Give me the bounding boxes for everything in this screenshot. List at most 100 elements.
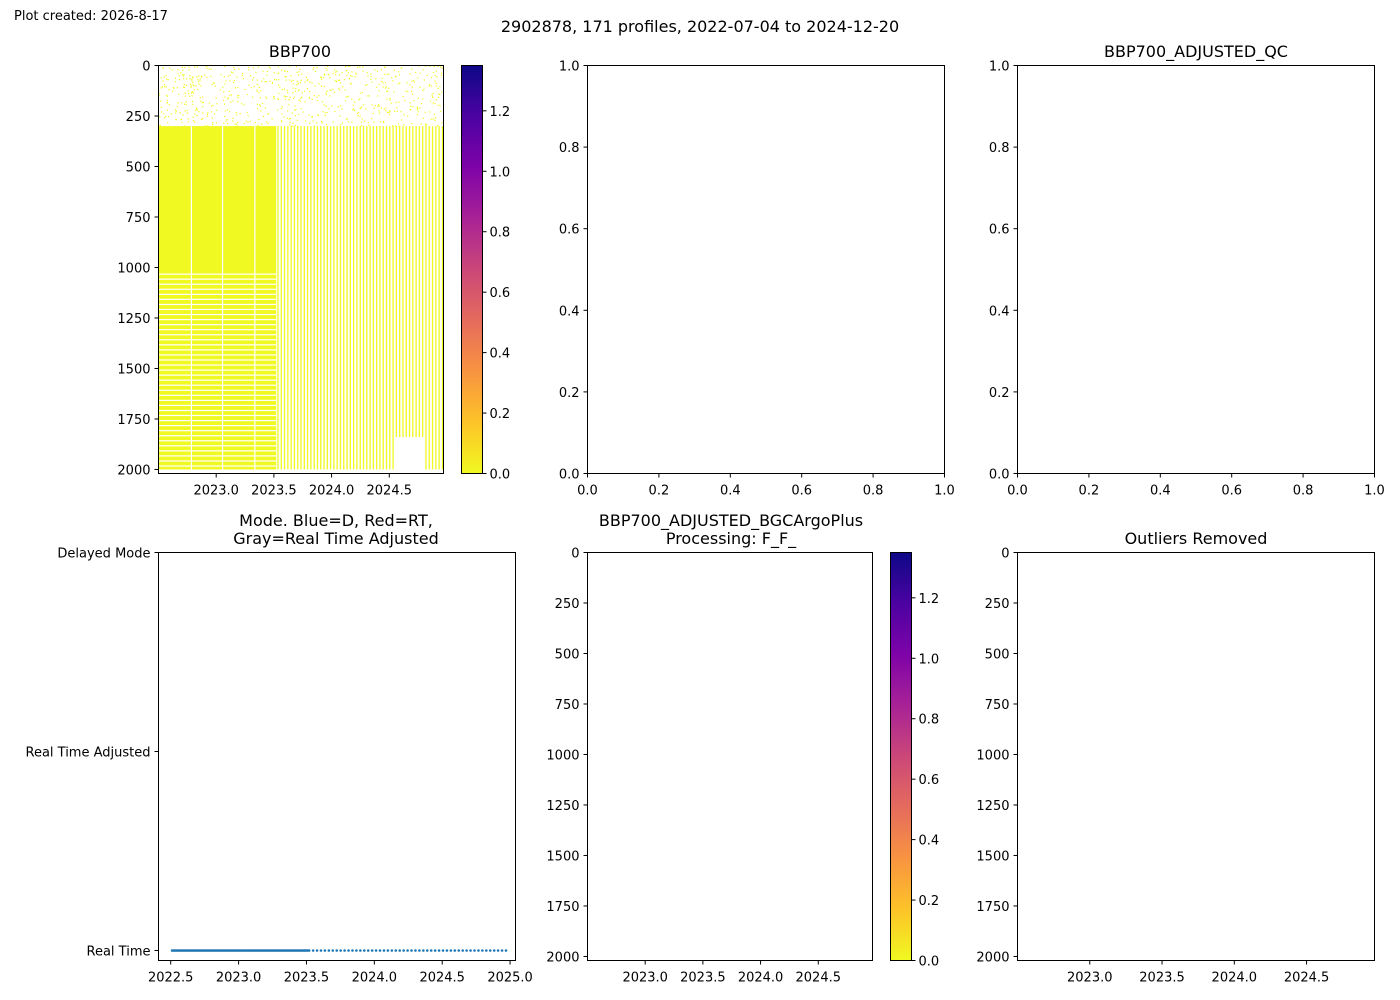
adjusted-qc-panel: BBP700_ADJUSTED_QC 0.0 0.2 0.4 0.6 0.8 1.0 0.0…: [989, 42, 1385, 499]
mode-point: [473, 949, 476, 952]
bbp700-speckle: [195, 85, 197, 87]
bbp700-speckle: [185, 84, 188, 86]
mode-point: [398, 949, 402, 952]
bbp700-speckle: [385, 86, 387, 88]
bbp700-speckle: [398, 101, 400, 103]
bbp700-speckle: [359, 92, 361, 94]
bbp700-speckle: [210, 75, 212, 78]
bbp700-speckle: [281, 113, 283, 115]
bbp700-speckle: [247, 115, 249, 117]
bbp700-gap-row: [158, 339, 277, 341]
mode-point: [477, 949, 480, 952]
bbp700-speckle: [223, 122, 225, 124]
bbp700-speckle: [296, 84, 298, 86]
bbp700-speckle: [277, 98, 279, 100]
bbp700-speckle: [432, 96, 434, 98]
bbp700-speckle: [242, 126, 244, 128]
bbp700-speckle: [192, 76, 194, 78]
bbp700-profile-column: [372, 126, 375, 470]
bbp700-speckle: [323, 73, 326, 75]
bbp700-speckle: [311, 98, 313, 100]
bbp700-speckle: [198, 75, 200, 77]
bbp700-speckle: [237, 100, 239, 103]
mode-point: [465, 949, 468, 952]
outliers-y-tick-label: 1750: [976, 900, 1009, 915]
bbp700-profile-column: [399, 126, 401, 438]
bbp700-gap-row: [158, 404, 277, 407]
bbp700-speckle: [265, 96, 267, 98]
bbp700-speckle: [261, 102, 264, 104]
bbp700-speckle: [256, 79, 259, 81]
mode-point: [433, 949, 437, 952]
bbp700-speckle: [437, 65, 439, 68]
bbp700-speckle: [331, 105, 333, 107]
bbp700-speckle: [196, 109, 198, 111]
bbp700-profile-column: [418, 126, 421, 438]
bbp700-speckle: [212, 104, 214, 107]
bbp700-speckle: [163, 76, 165, 78]
mode-point: [457, 949, 461, 952]
bbp700-speckle: [428, 85, 430, 87]
mode-point: [453, 949, 457, 952]
bbp700-speckle: [309, 122, 311, 124]
bbp700-speckle: [197, 79, 199, 81]
bbp700-speckle: [242, 77, 244, 80]
bbp700-speckle: [170, 113, 173, 115]
bbp700-speckle: [199, 78, 201, 80]
bbp700-colorbar-tick-label: 1.2: [490, 105, 511, 120]
bbp700-speckle: [316, 122, 318, 124]
bbp700-speckle: [166, 99, 169, 101]
bbp700-speckle: [385, 107, 387, 109]
mode-point: [429, 949, 433, 952]
bbp700-speckle: [207, 125, 209, 127]
bbp700-speckle: [236, 125, 238, 127]
bbp700-speckle: [339, 82, 342, 84]
bbp700-speckle: [196, 114, 198, 117]
empty-x-tick-label: 0.6: [791, 484, 812, 499]
bbp700-speckle: [283, 70, 286, 72]
bbp700-gap-row: [158, 399, 277, 401]
bgcargoplus-title-line2: Processing: F_F_: [666, 529, 797, 549]
bbp700-speckle: [256, 103, 259, 105]
bbp700-speckle: [186, 78, 188, 80]
bbp700-speckle: [173, 87, 175, 90]
bbp700-speckle: [277, 98, 280, 101]
bbp700-speckle: [168, 89, 170, 91]
bbp700-speckle: [191, 92, 193, 94]
bbp700-title: BBP700: [269, 42, 331, 61]
bbp700-speckle: [195, 107, 198, 109]
bbp700-speckle: [271, 81, 274, 84]
bbp700-speckle: [224, 103, 226, 105]
bbp700-speckle: [283, 95, 285, 97]
bbp700-speckle: [404, 100, 406, 102]
bbp700-panel: BBP700 2023.0 2023.5 2024.0 2024.5 0 250 500 75…: [117, 42, 510, 499]
bbp700-speckle: [286, 96, 288, 98]
bbp700-speckle: [407, 115, 409, 117]
bbp700-speckle: [233, 81, 235, 84]
bbp700-speckle: [429, 100, 432, 102]
bbp700-gap-row: [158, 313, 277, 316]
adjusted-qc-x-tick-label: 0.0: [1007, 484, 1028, 499]
bbp700-speckle: [409, 84, 411, 86]
bbp700-gap-row: [158, 349, 277, 351]
bbp700-speckle: [257, 66, 259, 68]
bbp700-speckle: [326, 111, 328, 114]
bbp700-speckle: [281, 106, 283, 108]
bbp700-speckle: [191, 80, 193, 82]
bbp700-speckle: [256, 108, 259, 110]
bbp700-speckle: [292, 83, 294, 85]
bbp700-speckle: [286, 89, 288, 91]
bbp700-speckle: [347, 121, 349, 123]
bbp700-speckle: [215, 109, 218, 111]
bbp700-colorbar-tick-label: 0.8: [490, 226, 511, 241]
bbp700-speckle: [329, 77, 331, 79]
bbp700-speckle: [312, 68, 314, 70]
bbp700-speckle: [419, 107, 421, 109]
bbp700-gap-column: [254, 126, 256, 470]
bbp700-speckle: [238, 68, 240, 70]
bbp700-y-tick-label: 0: [142, 60, 150, 75]
bbp700-speckle: [359, 107, 361, 109]
bbp700-profile-column: [336, 126, 338, 470]
bbp700-speckle: [279, 86, 281, 88]
bbp700-speckle: [410, 90, 413, 92]
